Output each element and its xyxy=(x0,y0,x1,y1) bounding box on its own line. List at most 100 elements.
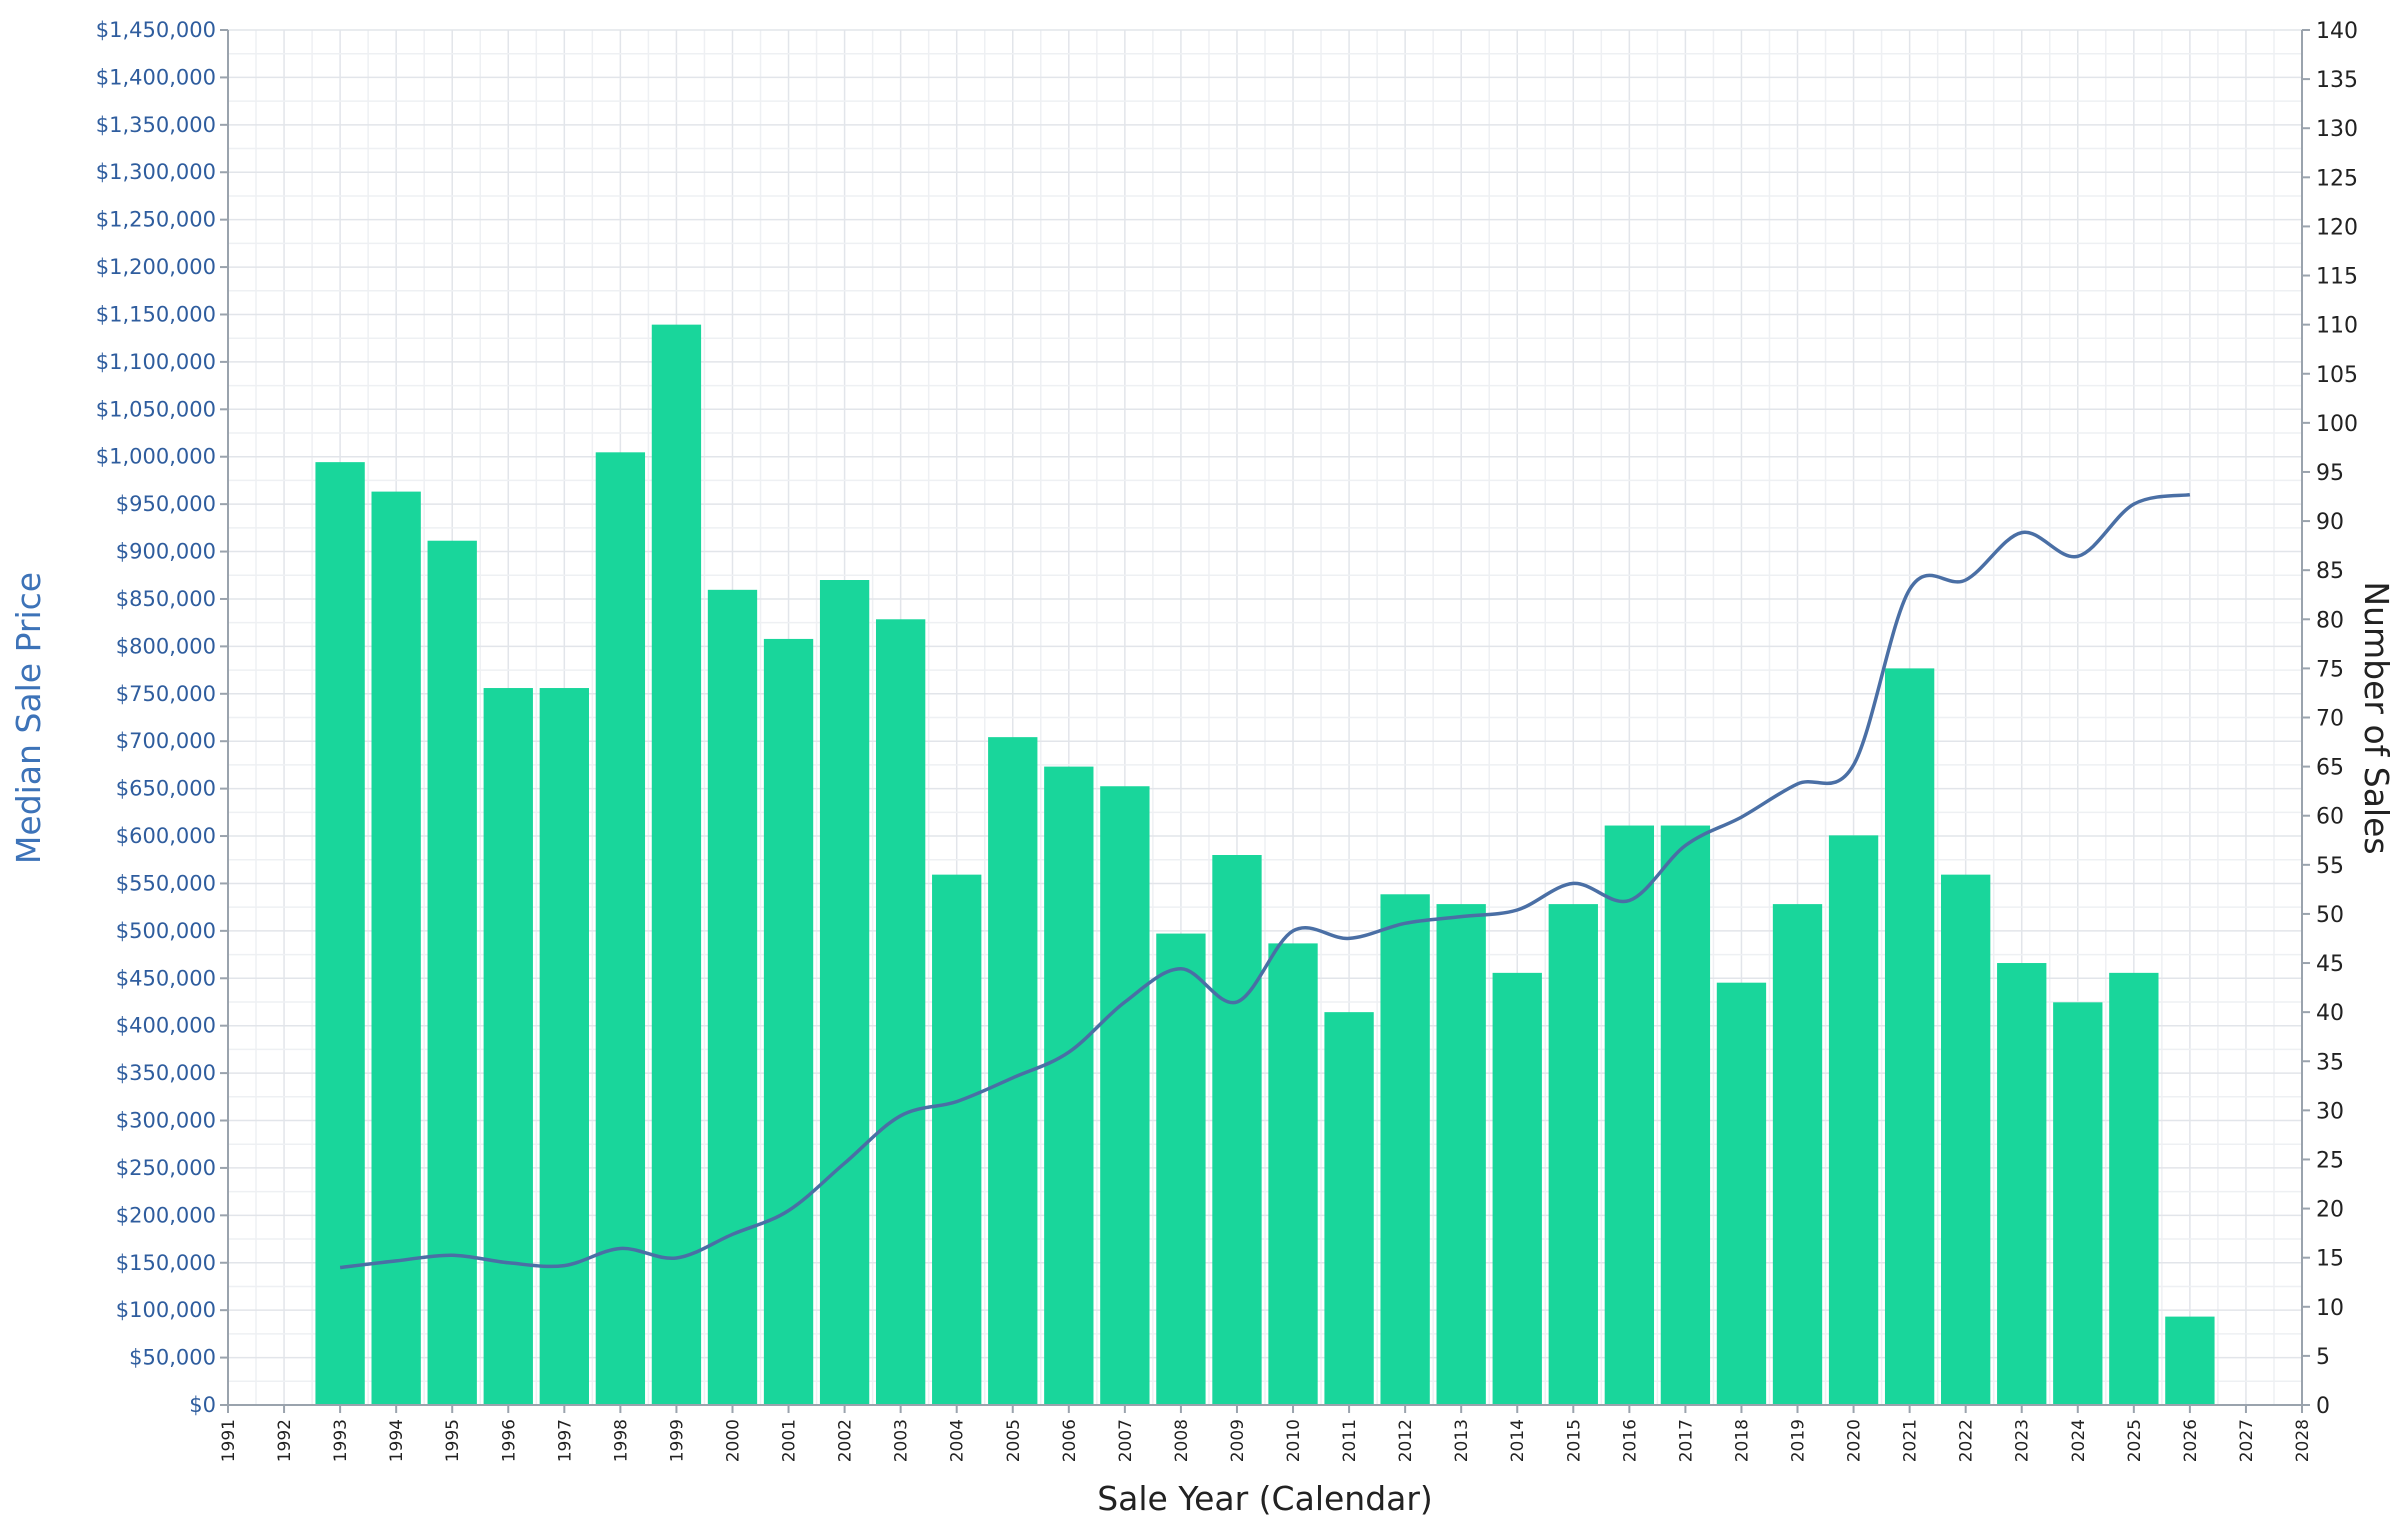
y-right-tick-label: 40 xyxy=(2316,1001,2344,1026)
x-tick-label: 2016 xyxy=(1620,1419,1640,1462)
x-tick-label: 1995 xyxy=(443,1419,463,1462)
x-tick-label: 2017 xyxy=(1676,1419,1696,1462)
y-right-tick-label: 0 xyxy=(2316,1394,2330,1419)
y-right-tick-label: 100 xyxy=(2316,412,2358,437)
bar-1993 xyxy=(315,462,365,1406)
x-tick-label: 1999 xyxy=(667,1419,687,1462)
y-right-tick-label: 140 xyxy=(2316,19,2358,44)
y-left-tick-label: $450,000 xyxy=(116,966,216,990)
bar-1998 xyxy=(595,452,646,1406)
y-right-tick-label: 80 xyxy=(2316,608,2344,633)
y-left-tick-label: $800,000 xyxy=(116,634,216,658)
bar-2003 xyxy=(875,619,926,1405)
bar-2013 xyxy=(1436,904,1486,1405)
y-left-tick-label: $1,250,000 xyxy=(96,208,216,232)
bar-2002 xyxy=(819,580,870,1405)
y-left-tick-label: $1,050,000 xyxy=(96,397,216,421)
x-tick-label: 1994 xyxy=(387,1419,407,1462)
x-tick-label: 2028 xyxy=(2293,1419,2313,1462)
x-tick-label: 2006 xyxy=(1060,1419,1080,1462)
x-tick-label: 2004 xyxy=(948,1419,968,1462)
y-right-tick-label: 50 xyxy=(2316,903,2344,928)
y-left-tick-label: $400,000 xyxy=(116,1014,216,1038)
x-tick-label: 1996 xyxy=(499,1419,519,1462)
y-right-tick-label: 110 xyxy=(2316,314,2358,339)
y-right-tick-label: 125 xyxy=(2316,166,2358,191)
y-left-tick-label: $200,000 xyxy=(116,1203,216,1227)
bar-2008 xyxy=(1156,933,1206,1405)
x-tick-label: 1993 xyxy=(331,1419,351,1462)
y-right-tick-label: 120 xyxy=(2316,215,2358,240)
tick-labels: $0 $50,000 $100,000 $150,000 $200,000 $250,00… xyxy=(96,18,2358,1462)
x-tick-label: 2009 xyxy=(1228,1419,1248,1462)
y-left-tick-label: $1,350,000 xyxy=(96,113,216,137)
bar-2004 xyxy=(932,874,982,1405)
bar-2015 xyxy=(1548,904,1598,1405)
y-left-tick-label: $150,000 xyxy=(116,1251,216,1275)
y-left-tick-label: $350,000 xyxy=(116,1061,216,1085)
y-right-tick-label: 90 xyxy=(2316,510,2344,535)
y-left-tick-label: $750,000 xyxy=(116,682,216,706)
bar-2025 xyxy=(2109,972,2159,1405)
y-right-tick-label: 55 xyxy=(2316,854,2344,879)
y-left-tick-label: $0 xyxy=(189,1393,216,1417)
x-tick-label: 2025 xyxy=(2125,1419,2145,1462)
x-tick-label: 2015 xyxy=(1564,1419,1584,1462)
x-tick-label: 2013 xyxy=(1452,1419,1472,1462)
bar-2022 xyxy=(1941,874,1991,1405)
x-tick-label: 2008 xyxy=(1172,1419,1192,1462)
y-left-tick-label: $550,000 xyxy=(116,871,216,895)
y-left-tick-label: $50,000 xyxy=(129,1346,216,1370)
x-tick-label: 2021 xyxy=(1901,1419,1921,1462)
bar-2000 xyxy=(707,589,758,1405)
bar-2006 xyxy=(1044,766,1094,1405)
y-left-tick-label: $700,000 xyxy=(116,729,216,753)
x-tick-label: 2010 xyxy=(1284,1419,1304,1462)
bar-1996 xyxy=(483,688,533,1405)
bar-2010 xyxy=(1268,943,1318,1405)
bar-2018 xyxy=(1716,982,1767,1405)
y-left-tick-label: $500,000 xyxy=(116,919,216,943)
x-tick-label: 2027 xyxy=(2237,1419,2257,1462)
y-right-tick-label: 15 xyxy=(2316,1247,2344,1272)
bar-series xyxy=(315,324,2215,1406)
y-left-axis-title: Median Sale Price xyxy=(9,572,48,864)
y-left-tick-label: $600,000 xyxy=(116,824,216,848)
median-sale-price-line xyxy=(339,492,2191,1270)
y-left-tick-label: $100,000 xyxy=(116,1298,216,1322)
y-right-tick-label: 60 xyxy=(2316,805,2344,830)
x-tick-label: 1991 xyxy=(219,1419,239,1462)
bar-2001 xyxy=(763,638,814,1405)
x-tick-label: 1997 xyxy=(555,1419,575,1462)
bar-2020 xyxy=(1828,835,1879,1405)
x-tick-label: 2023 xyxy=(2013,1419,2033,1462)
x-tick-label: 2012 xyxy=(1396,1419,1416,1462)
y-left-tick-label: $950,000 xyxy=(116,492,216,516)
bar-1999 xyxy=(651,324,702,1406)
y-right-tick-label: 10 xyxy=(2316,1296,2344,1321)
y-left-tick-label: $1,100,000 xyxy=(96,350,216,374)
bar-2023 xyxy=(1997,963,2047,1405)
y-left-tick-label: $300,000 xyxy=(116,1109,216,1133)
y-left-tick-label: $1,000,000 xyxy=(96,445,216,469)
y-right-tick-label: 70 xyxy=(2316,707,2344,732)
bar-2017 xyxy=(1660,825,1711,1405)
y-left-tick-label: $250,000 xyxy=(116,1156,216,1180)
x-tick-label: 2003 xyxy=(892,1419,912,1462)
x-tick-label: 2020 xyxy=(1845,1419,1865,1462)
x-axis-title: Sale Year (Calendar) xyxy=(1097,1479,1433,1517)
y-left-tick-label: $1,450,000 xyxy=(96,18,216,42)
y-left-tick-label: $900,000 xyxy=(116,540,216,564)
axes xyxy=(220,29,2310,1413)
bar-2019 xyxy=(1772,904,1823,1405)
y-right-tick-label: 30 xyxy=(2316,1099,2344,1124)
x-tick-label: 1992 xyxy=(275,1419,295,1462)
x-tick-label: 2026 xyxy=(2181,1419,2201,1462)
y-left-tick-label: $1,200,000 xyxy=(96,255,216,279)
x-tick-label: 2018 xyxy=(1732,1419,1752,1462)
y-right-tick-label: 20 xyxy=(2316,1198,2344,1223)
x-tick-label: 2022 xyxy=(1957,1419,1977,1462)
y-left-tick-label: $1,400,000 xyxy=(96,65,216,89)
